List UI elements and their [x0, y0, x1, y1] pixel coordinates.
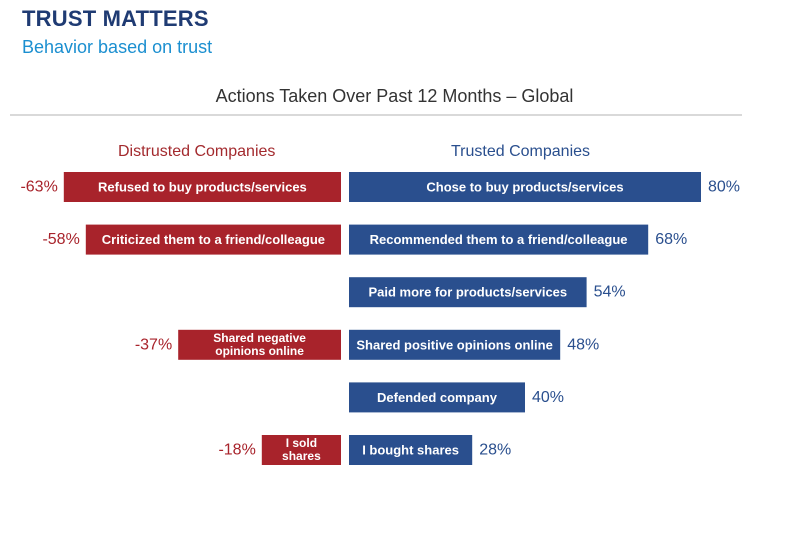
legend-distrusted: Distrusted Companies	[118, 143, 276, 160]
trusted-bar-label: I bought shares	[362, 443, 459, 458]
trusted-bar	[349, 435, 473, 465]
trusted-bar-label: Paid more for products/services	[368, 285, 567, 300]
trusted-value-label: 68%	[655, 231, 687, 248]
page-subtitle: Behavior based on trust	[22, 37, 213, 57]
distrusted-bar-label: Criticized them to a friend/colleague	[102, 232, 325, 247]
distrusted-bar	[85, 224, 341, 255]
trusted-bar	[349, 224, 649, 255]
trusted-value-label: 54%	[594, 284, 626, 301]
distrusted-bar	[63, 172, 342, 202]
trusted-bar-label: Chose to buy products/services	[426, 180, 623, 195]
distrusted-bar-label: I sold shares	[282, 436, 321, 463]
trusted-value-label: 48%	[567, 336, 599, 353]
page-title: TRUST MATTERS	[22, 6, 209, 31]
distrusted-bar	[261, 435, 341, 465]
trusted-bar	[349, 172, 701, 202]
chart-title: Actions Taken Over Past 12 Months – Glob…	[215, 86, 574, 106]
distrusted-value-label: -37%	[135, 336, 172, 353]
trusted-bar	[349, 382, 525, 413]
distrusted-bar	[178, 329, 341, 360]
trusted-bar-label: Recommended them to a friend/colleague	[370, 232, 628, 247]
legend-trusted: Trusted Companies	[451, 143, 591, 160]
distrusted-bar-label: Shared negative opinions online	[213, 331, 306, 358]
trusted-bar-label: Defended company	[377, 390, 498, 405]
title-divider	[10, 114, 742, 116]
distrusted-bar-label: Refused to buy products/services	[98, 180, 307, 195]
trusted-bar-label: Shared positive opinions online	[356, 337, 552, 352]
distrusted-value-label: -18%	[218, 442, 255, 459]
trusted-bar	[349, 277, 587, 308]
trusted-value-label: 40%	[532, 389, 564, 406]
trusted-value-label: 28%	[479, 442, 511, 459]
distrusted-value-label: -58%	[42, 231, 79, 248]
trusted-bar	[349, 329, 561, 360]
trusted-value-label: 80%	[708, 179, 740, 196]
distrusted-value-label: -63%	[20, 179, 57, 196]
